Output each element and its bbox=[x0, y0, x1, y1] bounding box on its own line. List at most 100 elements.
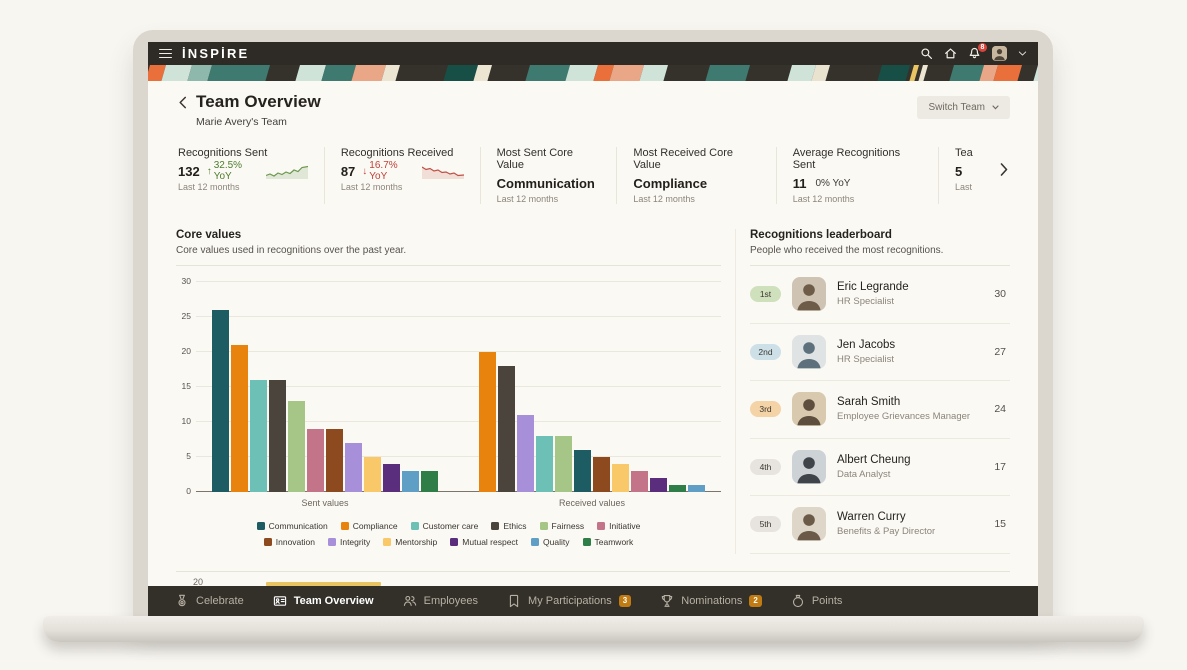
nav-item-celebrate[interactable]: Celebrate bbox=[175, 586, 244, 616]
person-role: Employee Grievances Manager bbox=[837, 411, 971, 423]
nav-item-team-overview[interactable]: Team Overview bbox=[265, 582, 381, 616]
back-button[interactable] bbox=[178, 96, 187, 109]
recognition-count: 30 bbox=[994, 288, 1006, 301]
person-role: HR Specialist bbox=[837, 296, 895, 308]
leaderboard-row[interactable]: 2nd Jen Jacobs HR Specialist 27 bbox=[750, 324, 1010, 381]
person-name: Eric Legrande bbox=[837, 281, 909, 294]
bar-group bbox=[212, 310, 438, 492]
rank-badge: 2nd bbox=[750, 343, 781, 360]
y-axis-tick: 10 bbox=[181, 416, 191, 426]
legend-swatch bbox=[263, 538, 272, 546]
leaderboard-row[interactable]: 3rd Sarah Smith Employee Grievances Mana… bbox=[750, 381, 1010, 439]
nav-item-employees[interactable]: Employees bbox=[403, 586, 478, 616]
nav-label: Nominations bbox=[681, 595, 743, 607]
nav-item-my-participations[interactable]: My Participations 3 bbox=[507, 586, 632, 616]
legend-label: Teamwork bbox=[594, 537, 634, 547]
stat-label: Most Sent Core Value bbox=[496, 147, 574, 171]
nav-item-points[interactable]: Points bbox=[791, 586, 842, 616]
chart-subtitle: Core values used in recognitions over th… bbox=[176, 245, 407, 256]
bar-customer-care bbox=[536, 436, 553, 492]
avatar bbox=[792, 449, 826, 484]
legend-swatch bbox=[383, 538, 392, 546]
person-role: Benefits & Pay Director bbox=[837, 526, 936, 538]
gridline bbox=[196, 456, 721, 457]
nav-label: My Participations bbox=[528, 595, 612, 607]
bar-compliance bbox=[231, 345, 248, 492]
stat-period: Last 12 months bbox=[496, 194, 559, 204]
stat-period: Last 12 months bbox=[340, 182, 403, 192]
stat-label: Recognitions Received bbox=[340, 147, 454, 159]
nav-badge: 3 bbox=[618, 595, 632, 607]
stat-label: Most Received Core Value bbox=[633, 147, 734, 171]
trend-arrow-icon: ↑ bbox=[206, 165, 212, 177]
legend-swatch bbox=[256, 522, 265, 530]
stat-delta: ↓ 16.7% YoY bbox=[362, 160, 398, 182]
legend-label: Integrity bbox=[339, 537, 371, 547]
page-header: Team Overview Marie Avery's Team Switch … bbox=[176, 92, 1010, 128]
home-icon[interactable] bbox=[944, 47, 957, 60]
trophy-icon bbox=[660, 594, 674, 608]
avatar bbox=[792, 277, 826, 312]
stat-card: Average Recognitions Sent 11 0% YoY Last… bbox=[775, 147, 938, 204]
leaderboard-row[interactable]: 5th Warren Curry Benefits & Pay Director… bbox=[750, 496, 1010, 554]
stat-value: 87 bbox=[340, 163, 356, 179]
leaderboard-row[interactable]: 4th Albert Cheung Data Analyst 17 bbox=[750, 439, 1010, 496]
y-axis-tick: 30 bbox=[181, 276, 191, 286]
decorative-banner bbox=[148, 65, 1038, 81]
legend-label: Initiative bbox=[609, 521, 641, 531]
switch-team-button[interactable]: Switch Team bbox=[917, 96, 1010, 119]
recognition-count: 15 bbox=[994, 518, 1006, 531]
legend-item: Mentorship bbox=[383, 537, 437, 547]
pennant-icon bbox=[507, 594, 521, 608]
bar-ethics bbox=[498, 366, 515, 492]
banner-art bbox=[148, 65, 1038, 81]
gridline bbox=[196, 421, 721, 422]
legend-item: Innovation bbox=[263, 537, 315, 547]
y-axis-tick: 0 bbox=[186, 486, 191, 496]
bar-innovation bbox=[593, 457, 610, 492]
switch-team-label: Switch Team bbox=[928, 102, 985, 113]
legend-swatch bbox=[327, 538, 336, 546]
nav-label: Celebrate bbox=[196, 595, 244, 607]
laptop-screen: İNSPİRE 8 bbox=[148, 42, 1038, 616]
rank-badge: 1st bbox=[750, 286, 781, 303]
legend-label: Compliance bbox=[352, 521, 398, 531]
gridline bbox=[196, 491, 721, 492]
stat-value: 132 bbox=[178, 163, 200, 179]
notifications-bell[interactable]: 8 bbox=[968, 43, 987, 60]
leaderboard-title: Recognitions leaderboard bbox=[750, 229, 892, 241]
nav-label: Employees bbox=[423, 595, 479, 607]
stat-period: Last 12 months bbox=[633, 194, 695, 204]
chart-title: Core values bbox=[176, 229, 242, 241]
app-logo: İNSPİRE bbox=[182, 46, 250, 61]
medal-icon bbox=[175, 594, 189, 608]
stat-card: Recognitions Sent 132 ↑ 32.5% YoY Last 12… bbox=[176, 147, 324, 204]
hamburger-menu-icon[interactable] bbox=[159, 48, 172, 59]
legend-swatch bbox=[597, 522, 606, 530]
stat-delta: ↑ 32.5% YoY bbox=[206, 160, 243, 182]
gridline bbox=[196, 281, 721, 282]
search-icon[interactable] bbox=[920, 47, 933, 60]
person-name: Sarah Smith bbox=[837, 396, 901, 409]
stat-label: Tea bbox=[955, 147, 973, 159]
bar-mutual-respect bbox=[650, 478, 667, 492]
legend-label: Mentorship bbox=[395, 537, 438, 547]
bar-teamwork bbox=[669, 485, 686, 492]
x-axis-group-label: Received values bbox=[558, 498, 626, 508]
user-avatar[interactable] bbox=[992, 46, 1007, 61]
bar-innovation bbox=[326, 429, 343, 492]
avatar bbox=[792, 392, 826, 427]
stat-value: Compliance bbox=[633, 175, 708, 191]
chevron-down-icon[interactable] bbox=[1018, 49, 1027, 58]
bar-integrity bbox=[517, 415, 534, 492]
gridline bbox=[196, 351, 721, 352]
stats-scroll-right-button[interactable] bbox=[998, 161, 1010, 178]
bar-mutual-respect bbox=[383, 464, 400, 492]
caret-down-icon bbox=[992, 105, 999, 110]
leaderboard-row[interactable]: 1st Eric Legrande HR Specialist 30 bbox=[750, 266, 1010, 324]
nav-item-nominations[interactable]: Nominations 2 bbox=[660, 586, 762, 616]
y-axis-tick: 5 bbox=[186, 451, 191, 461]
legend-item: Customer care bbox=[410, 521, 478, 531]
column-divider bbox=[735, 229, 736, 554]
legend-swatch bbox=[539, 522, 548, 530]
